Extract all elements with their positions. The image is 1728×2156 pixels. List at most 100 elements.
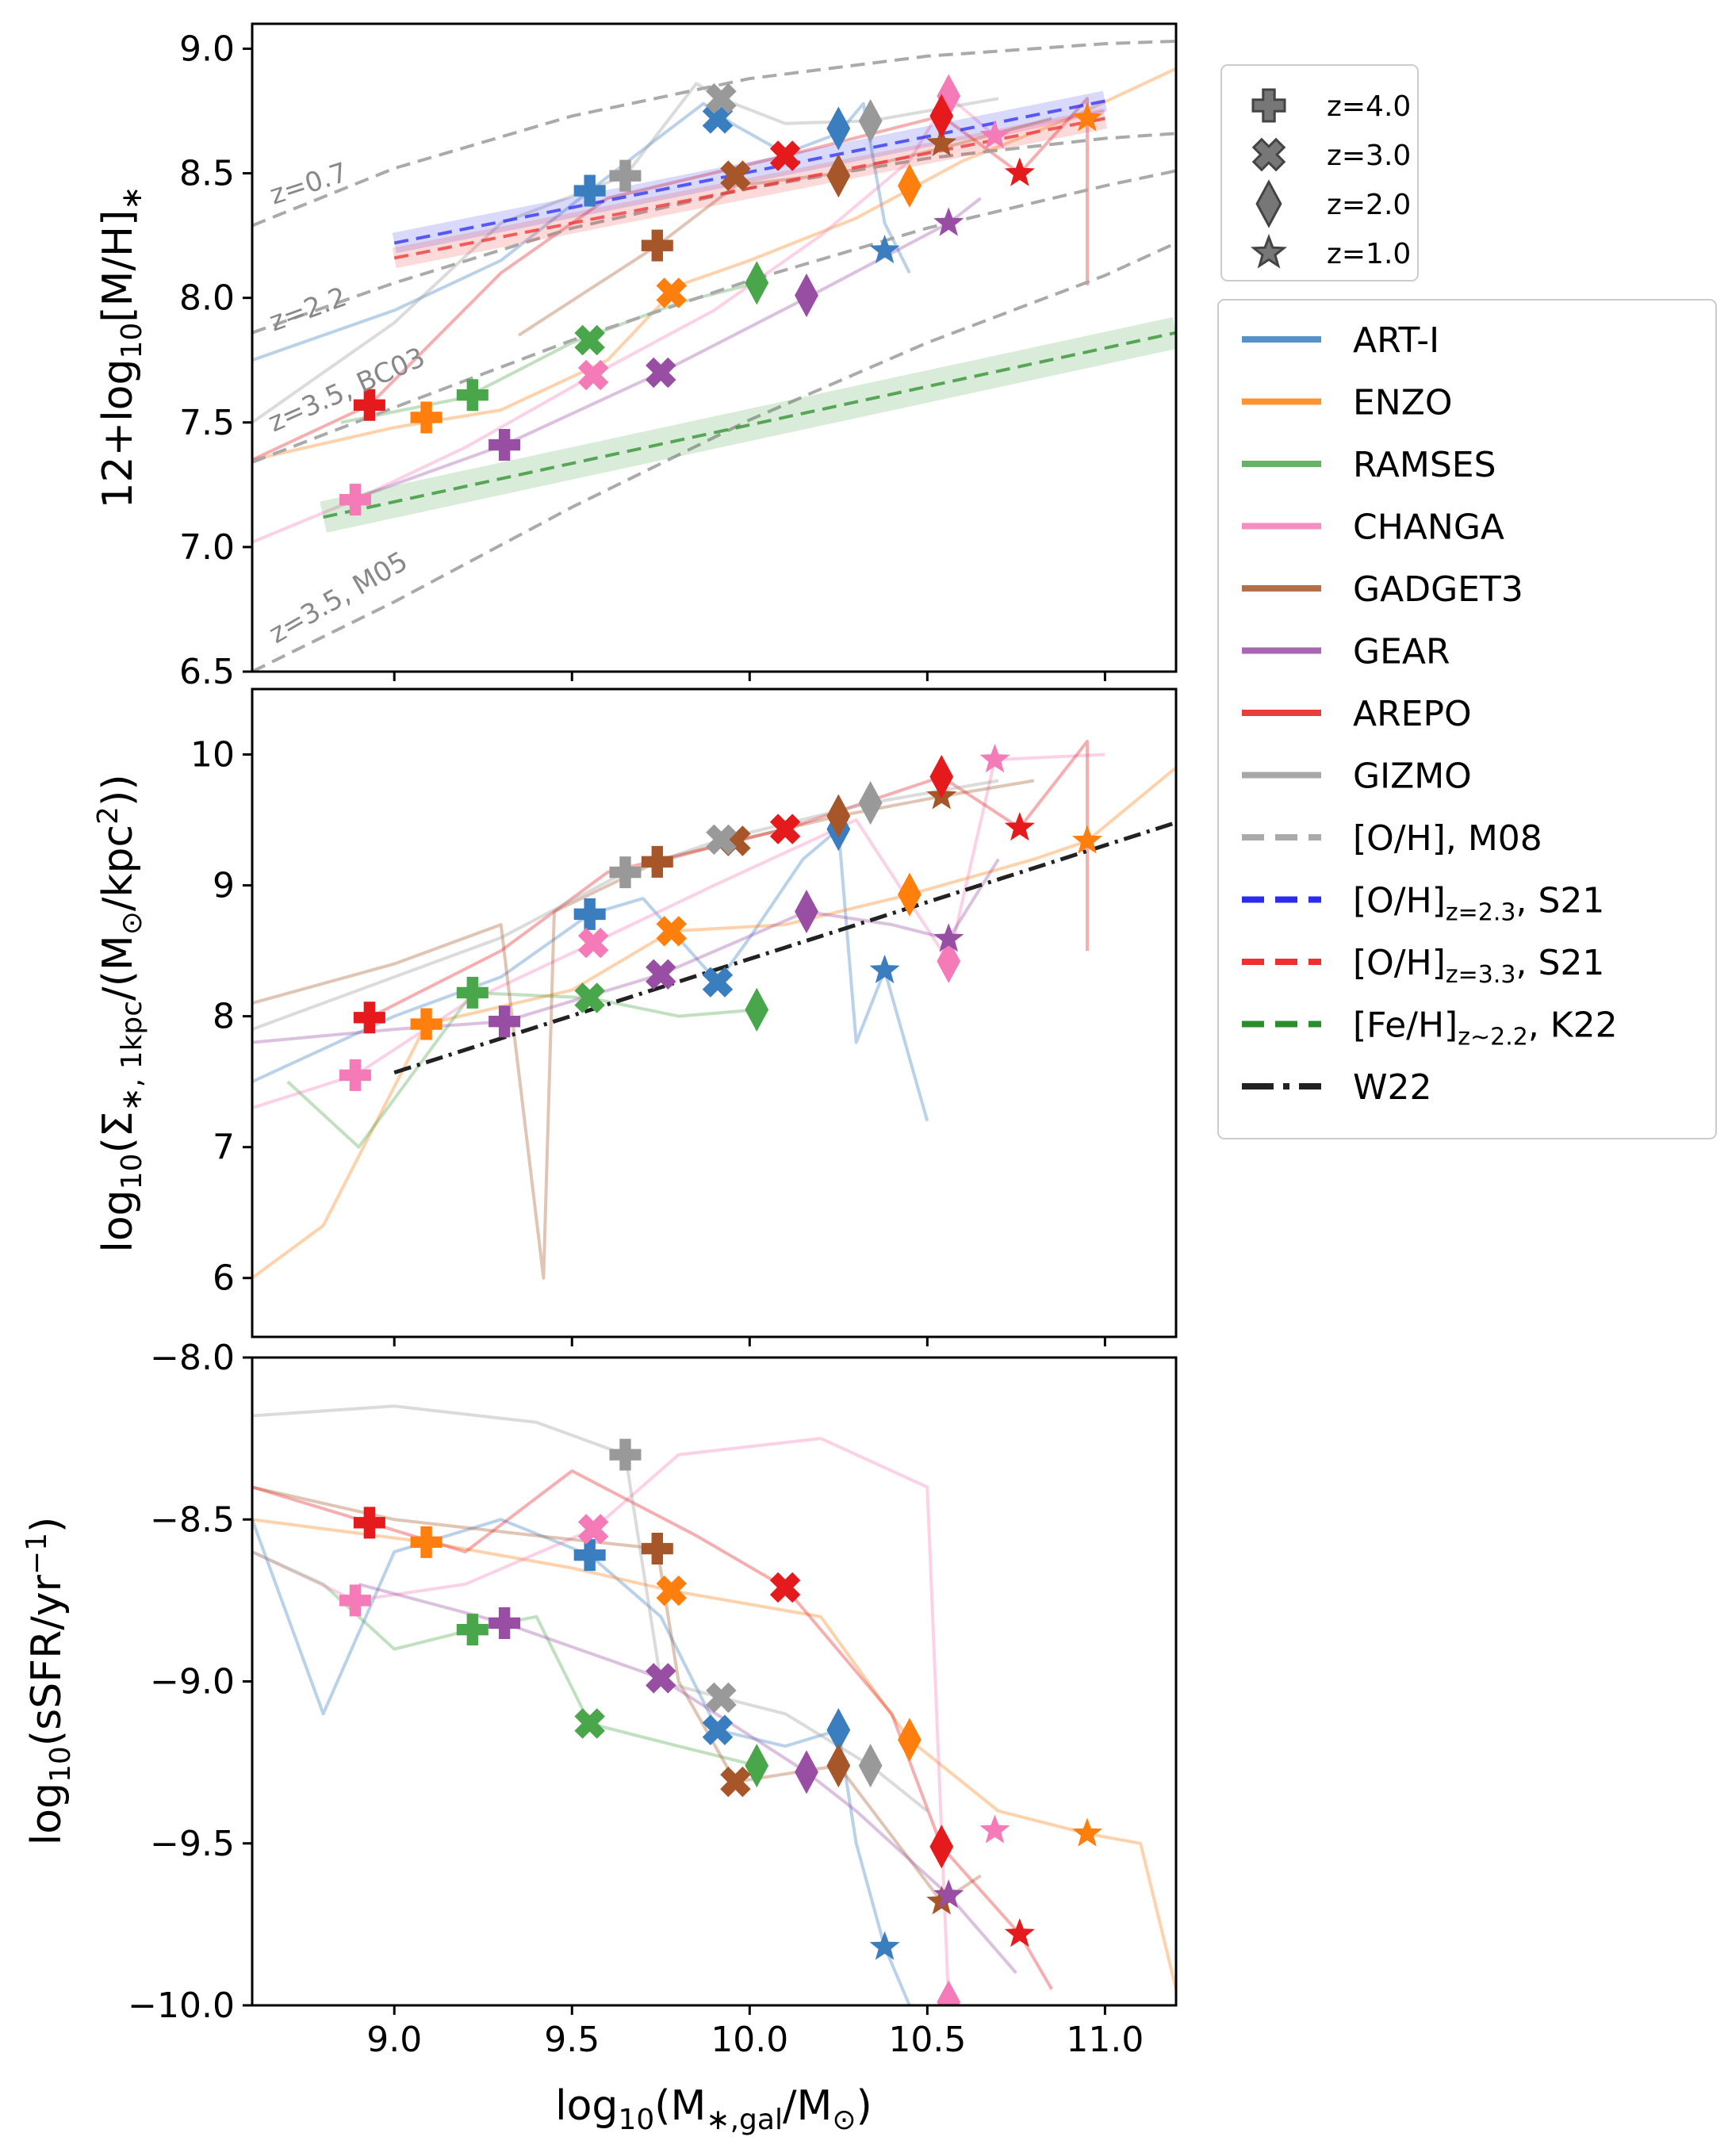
legend-label: ENZO — [1353, 383, 1453, 423]
y-tick-label: 6.5 — [179, 652, 235, 692]
point-gadget3-z2 — [826, 154, 851, 198]
point-ramses-z2 — [745, 1744, 769, 1788]
legend-label: [Fe/H]z∼2.2, K22 — [1353, 1005, 1618, 1051]
point-gizmo-z4 — [609, 159, 642, 192]
point-gear-z3 — [646, 357, 676, 389]
point-art-i-z1 — [869, 954, 900, 983]
s21-z23-line — [393, 99, 1105, 245]
point-gear-z1 — [933, 923, 964, 952]
point-enzo-z1 — [1072, 825, 1102, 854]
point-enzo-z3 — [656, 916, 687, 947]
point-changa-z4 — [339, 1584, 371, 1617]
legend-label: GEAR — [1353, 632, 1450, 672]
y-axis: 6.5 7.0 7.5 8.0 8.5 9.0 — [179, 29, 252, 692]
legend-label: ART-I — [1353, 320, 1439, 361]
y-axis: −10.0 −9.5 −9.0 −8.5 −8.0 — [128, 1338, 252, 2026]
data-markers — [339, 744, 1102, 1091]
point-enzo-z2 — [898, 872, 921, 917]
y-axis-label: log10(Σ∗, 1kpc/(M⊙/kpc2)) — [92, 774, 148, 1252]
legend-codes: ART-I ENZO RAMSES CHANGA GADGET3 GEAR AREPO GIZ… — [1217, 299, 1717, 1139]
y-axis: 6 7 8 9 10 — [190, 735, 252, 1299]
y-tick-label: 8.0 — [179, 278, 235, 319]
point-gear-z1 — [933, 1879, 964, 1909]
point-changa-z4 — [339, 1059, 371, 1091]
y-tick-label: −9.5 — [150, 1824, 235, 1864]
point-changa-z1 — [979, 744, 1010, 773]
x-tick-label: 10.0 — [711, 2020, 788, 2060]
legend-marker-plus — [1251, 88, 1286, 123]
y-tick-label: 8.5 — [179, 154, 235, 194]
point-changa-z3 — [577, 1514, 609, 1545]
track-enzo — [252, 766, 1176, 1280]
point-ramses-z4 — [456, 976, 489, 1009]
y-tick-label: −8.0 — [150, 1338, 235, 1378]
legend-redshift: z=4.0 z=3.0 z=2.0 z=1.0 — [1220, 64, 1419, 281]
point-arepo-z1 — [1004, 812, 1035, 841]
y-tick-label: 6 — [213, 1258, 235, 1299]
x-tick-label: 10.5 — [888, 2020, 966, 2060]
point-enzo-z3 — [656, 278, 687, 308]
track-enzo — [252, 67, 1176, 461]
point-arepo-z2 — [929, 754, 954, 799]
point-arepo-z2 — [929, 94, 954, 138]
point-art-i-z2 — [826, 106, 851, 151]
point-art-i-z1 — [869, 235, 900, 264]
point-gadget3-z3 — [720, 160, 751, 191]
y-tick-label: −10.0 — [128, 1986, 235, 2026]
point-arepo-z4 — [353, 1507, 385, 1539]
x-axis-ticks — [393, 1337, 1106, 1346]
point-enzo-z4 — [410, 1526, 443, 1558]
legend-label: GIZMO — [1353, 756, 1472, 797]
point-gizmo-z2 — [858, 98, 883, 144]
k22-line — [323, 331, 1176, 519]
point-ramses-z3 — [574, 324, 605, 356]
point-enzo-z1 — [1072, 102, 1102, 132]
y-tick-label: 8 — [213, 997, 235, 1037]
point-gear-z1 — [933, 207, 964, 236]
point-art-i-z2 — [826, 1708, 851, 1752]
point-gadget3-z1 — [926, 127, 957, 156]
x-tick-label: 11.0 — [1066, 2020, 1144, 2060]
point-art-i-z3 — [702, 1714, 734, 1745]
legend-label: [O/H]z=2.3, S21 — [1353, 881, 1604, 927]
track-changa — [252, 1437, 951, 2002]
y-axis-label: log10(sSFR/yr−1) — [21, 1517, 77, 1846]
point-changa-z4 — [339, 484, 371, 516]
point-gadget3-z4 — [641, 845, 673, 878]
point-gizmo-z4 — [609, 856, 642, 889]
x-tick-label: 9.0 — [366, 2020, 422, 2060]
panel-frame — [251, 22, 1178, 673]
point-ramses-z4 — [456, 379, 489, 412]
point-gadget3-z4 — [641, 1533, 673, 1565]
track-changa — [252, 94, 1105, 544]
panel-frame — [251, 1356, 1178, 2007]
point-gadget3-z2 — [826, 794, 851, 838]
point-changa-z3 — [577, 359, 609, 391]
point-gadget3-z3 — [720, 1766, 751, 1798]
point-gizmo-z2 — [858, 780, 883, 825]
y-tick-label: 9 — [213, 866, 235, 906]
point-arepo-z3 — [769, 1572, 801, 1603]
track-changa — [252, 752, 1105, 1110]
point-arepo-z1 — [1004, 157, 1035, 186]
x-axis: 9.0 9.5 10.0 10.5 11.0 — [366, 2005, 1144, 2060]
y-tick-label: 7.5 — [179, 403, 235, 443]
point-changa-z1 — [979, 120, 1010, 149]
point-gear-z4 — [489, 429, 521, 461]
m08-line-0 — [252, 40, 1176, 228]
point-gear-z2 — [795, 889, 818, 934]
point-gear-z2 — [795, 1750, 818, 1794]
point-enzo-z3 — [656, 1575, 687, 1606]
point-art-i-z1 — [869, 1931, 900, 1960]
point-changa-z1 — [979, 1814, 1010, 1844]
point-ramses-z4 — [456, 1614, 489, 1646]
point-changa-z3 — [577, 928, 609, 959]
legend-label: [O/H]z=3.3, S21 — [1353, 943, 1604, 989]
legend-label: z=2.0 — [1327, 189, 1411, 221]
point-ramses-z2 — [745, 261, 769, 305]
point-gear-z2 — [795, 273, 818, 318]
point-enzo-z2 — [898, 1718, 921, 1762]
point-gizmo-z4 — [609, 1438, 642, 1471]
m08-line-3 — [252, 241, 1176, 672]
